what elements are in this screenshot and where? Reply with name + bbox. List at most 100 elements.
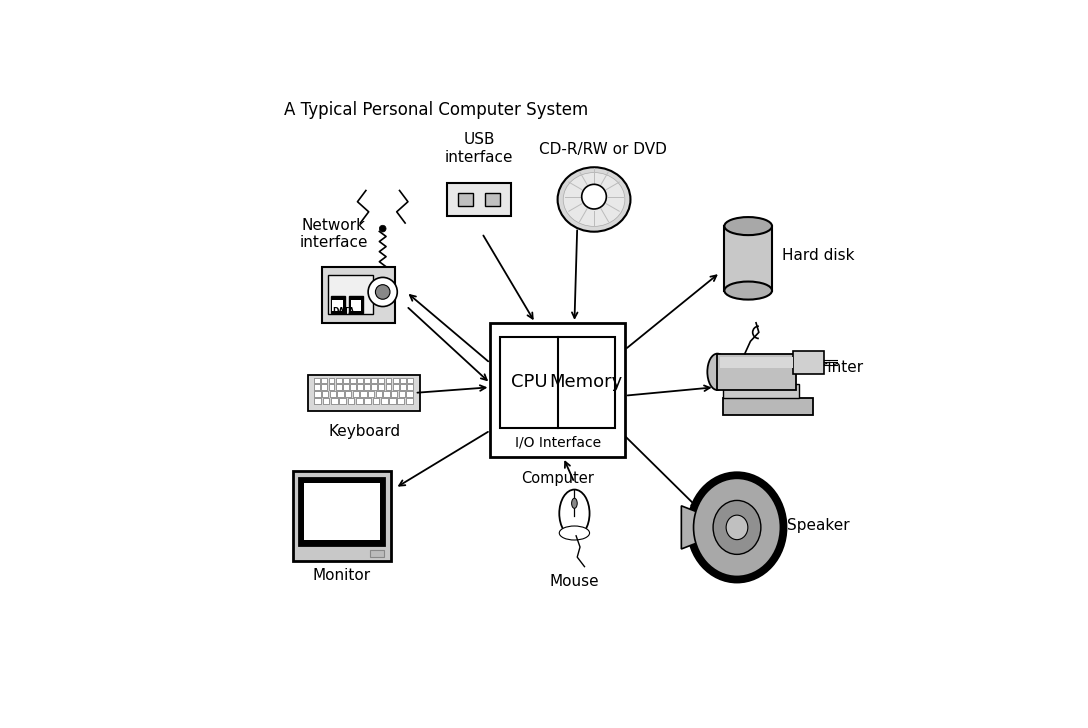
Ellipse shape (559, 526, 590, 540)
FancyBboxPatch shape (357, 378, 363, 384)
FancyBboxPatch shape (391, 391, 397, 397)
FancyBboxPatch shape (397, 398, 405, 403)
FancyBboxPatch shape (379, 384, 384, 390)
Ellipse shape (571, 498, 578, 508)
FancyBboxPatch shape (331, 398, 337, 403)
FancyBboxPatch shape (793, 351, 824, 373)
FancyBboxPatch shape (372, 398, 380, 403)
FancyBboxPatch shape (491, 323, 625, 457)
FancyBboxPatch shape (339, 398, 346, 403)
FancyBboxPatch shape (717, 354, 795, 390)
Text: Printer: Printer (813, 360, 864, 375)
FancyBboxPatch shape (393, 378, 398, 384)
FancyBboxPatch shape (390, 398, 396, 403)
FancyBboxPatch shape (314, 378, 320, 384)
FancyBboxPatch shape (321, 384, 327, 390)
FancyBboxPatch shape (350, 384, 356, 390)
FancyBboxPatch shape (458, 194, 473, 205)
FancyBboxPatch shape (345, 391, 351, 397)
FancyBboxPatch shape (327, 275, 373, 314)
FancyBboxPatch shape (350, 378, 356, 384)
FancyBboxPatch shape (379, 378, 384, 384)
Ellipse shape (559, 489, 590, 537)
FancyBboxPatch shape (330, 391, 336, 397)
Text: Hard disk: Hard disk (782, 248, 854, 263)
FancyBboxPatch shape (343, 378, 348, 384)
Polygon shape (681, 506, 706, 549)
FancyBboxPatch shape (400, 378, 406, 384)
FancyBboxPatch shape (321, 378, 327, 384)
FancyBboxPatch shape (322, 391, 329, 397)
FancyBboxPatch shape (364, 398, 371, 403)
Circle shape (368, 277, 397, 306)
FancyBboxPatch shape (323, 398, 330, 403)
Text: Mouse: Mouse (549, 574, 599, 589)
FancyBboxPatch shape (329, 384, 334, 390)
Text: Computer: Computer (521, 471, 594, 486)
Text: USB
interface: USB interface (445, 132, 514, 165)
FancyBboxPatch shape (393, 384, 398, 390)
FancyBboxPatch shape (371, 384, 378, 390)
Ellipse shape (725, 217, 772, 235)
FancyBboxPatch shape (398, 391, 405, 397)
FancyBboxPatch shape (353, 391, 359, 397)
Ellipse shape (564, 173, 625, 226)
FancyBboxPatch shape (447, 183, 511, 215)
FancyBboxPatch shape (720, 357, 793, 368)
FancyBboxPatch shape (383, 391, 390, 397)
FancyBboxPatch shape (385, 384, 392, 390)
Text: Memory: Memory (549, 373, 622, 392)
Text: A Typical Personal Computer System: A Typical Personal Computer System (284, 101, 589, 119)
FancyBboxPatch shape (337, 391, 344, 397)
Ellipse shape (707, 354, 728, 390)
FancyBboxPatch shape (314, 384, 320, 390)
FancyBboxPatch shape (314, 391, 321, 397)
FancyBboxPatch shape (350, 300, 361, 311)
Ellipse shape (557, 167, 630, 232)
Text: DATA: DATA (332, 306, 355, 315)
FancyBboxPatch shape (331, 296, 345, 313)
Text: I/O Interface: I/O Interface (515, 435, 601, 449)
Text: Speaker: Speaker (788, 518, 850, 533)
FancyBboxPatch shape (370, 550, 384, 556)
FancyBboxPatch shape (722, 384, 800, 398)
FancyBboxPatch shape (356, 398, 362, 403)
Ellipse shape (725, 282, 772, 300)
FancyBboxPatch shape (407, 384, 412, 390)
FancyBboxPatch shape (304, 483, 380, 540)
Ellipse shape (713, 500, 761, 555)
FancyBboxPatch shape (364, 378, 370, 384)
FancyBboxPatch shape (375, 391, 382, 397)
Circle shape (375, 285, 390, 299)
FancyBboxPatch shape (406, 398, 412, 403)
Circle shape (582, 184, 606, 209)
Ellipse shape (726, 515, 747, 539)
FancyBboxPatch shape (371, 378, 378, 384)
FancyBboxPatch shape (299, 478, 384, 545)
FancyBboxPatch shape (336, 384, 342, 390)
FancyBboxPatch shape (343, 384, 348, 390)
Ellipse shape (688, 472, 786, 582)
FancyBboxPatch shape (385, 378, 392, 384)
FancyBboxPatch shape (347, 398, 355, 403)
Text: CPU: CPU (510, 373, 547, 392)
Text: Network
interface: Network interface (299, 218, 368, 250)
FancyBboxPatch shape (407, 391, 412, 397)
FancyBboxPatch shape (293, 471, 391, 561)
FancyBboxPatch shape (368, 391, 374, 397)
FancyBboxPatch shape (336, 378, 342, 384)
FancyBboxPatch shape (407, 378, 412, 384)
FancyBboxPatch shape (364, 384, 370, 390)
FancyBboxPatch shape (360, 391, 367, 397)
FancyBboxPatch shape (500, 337, 615, 428)
FancyBboxPatch shape (725, 226, 772, 290)
FancyBboxPatch shape (332, 300, 343, 311)
FancyBboxPatch shape (349, 296, 363, 313)
FancyBboxPatch shape (357, 384, 363, 390)
FancyBboxPatch shape (400, 384, 406, 390)
FancyBboxPatch shape (722, 398, 813, 415)
FancyBboxPatch shape (308, 375, 420, 411)
Text: Keyboard: Keyboard (329, 424, 400, 439)
Text: Monitor: Monitor (312, 569, 371, 583)
Text: CD-R/RW or DVD: CD-R/RW or DVD (539, 142, 666, 157)
